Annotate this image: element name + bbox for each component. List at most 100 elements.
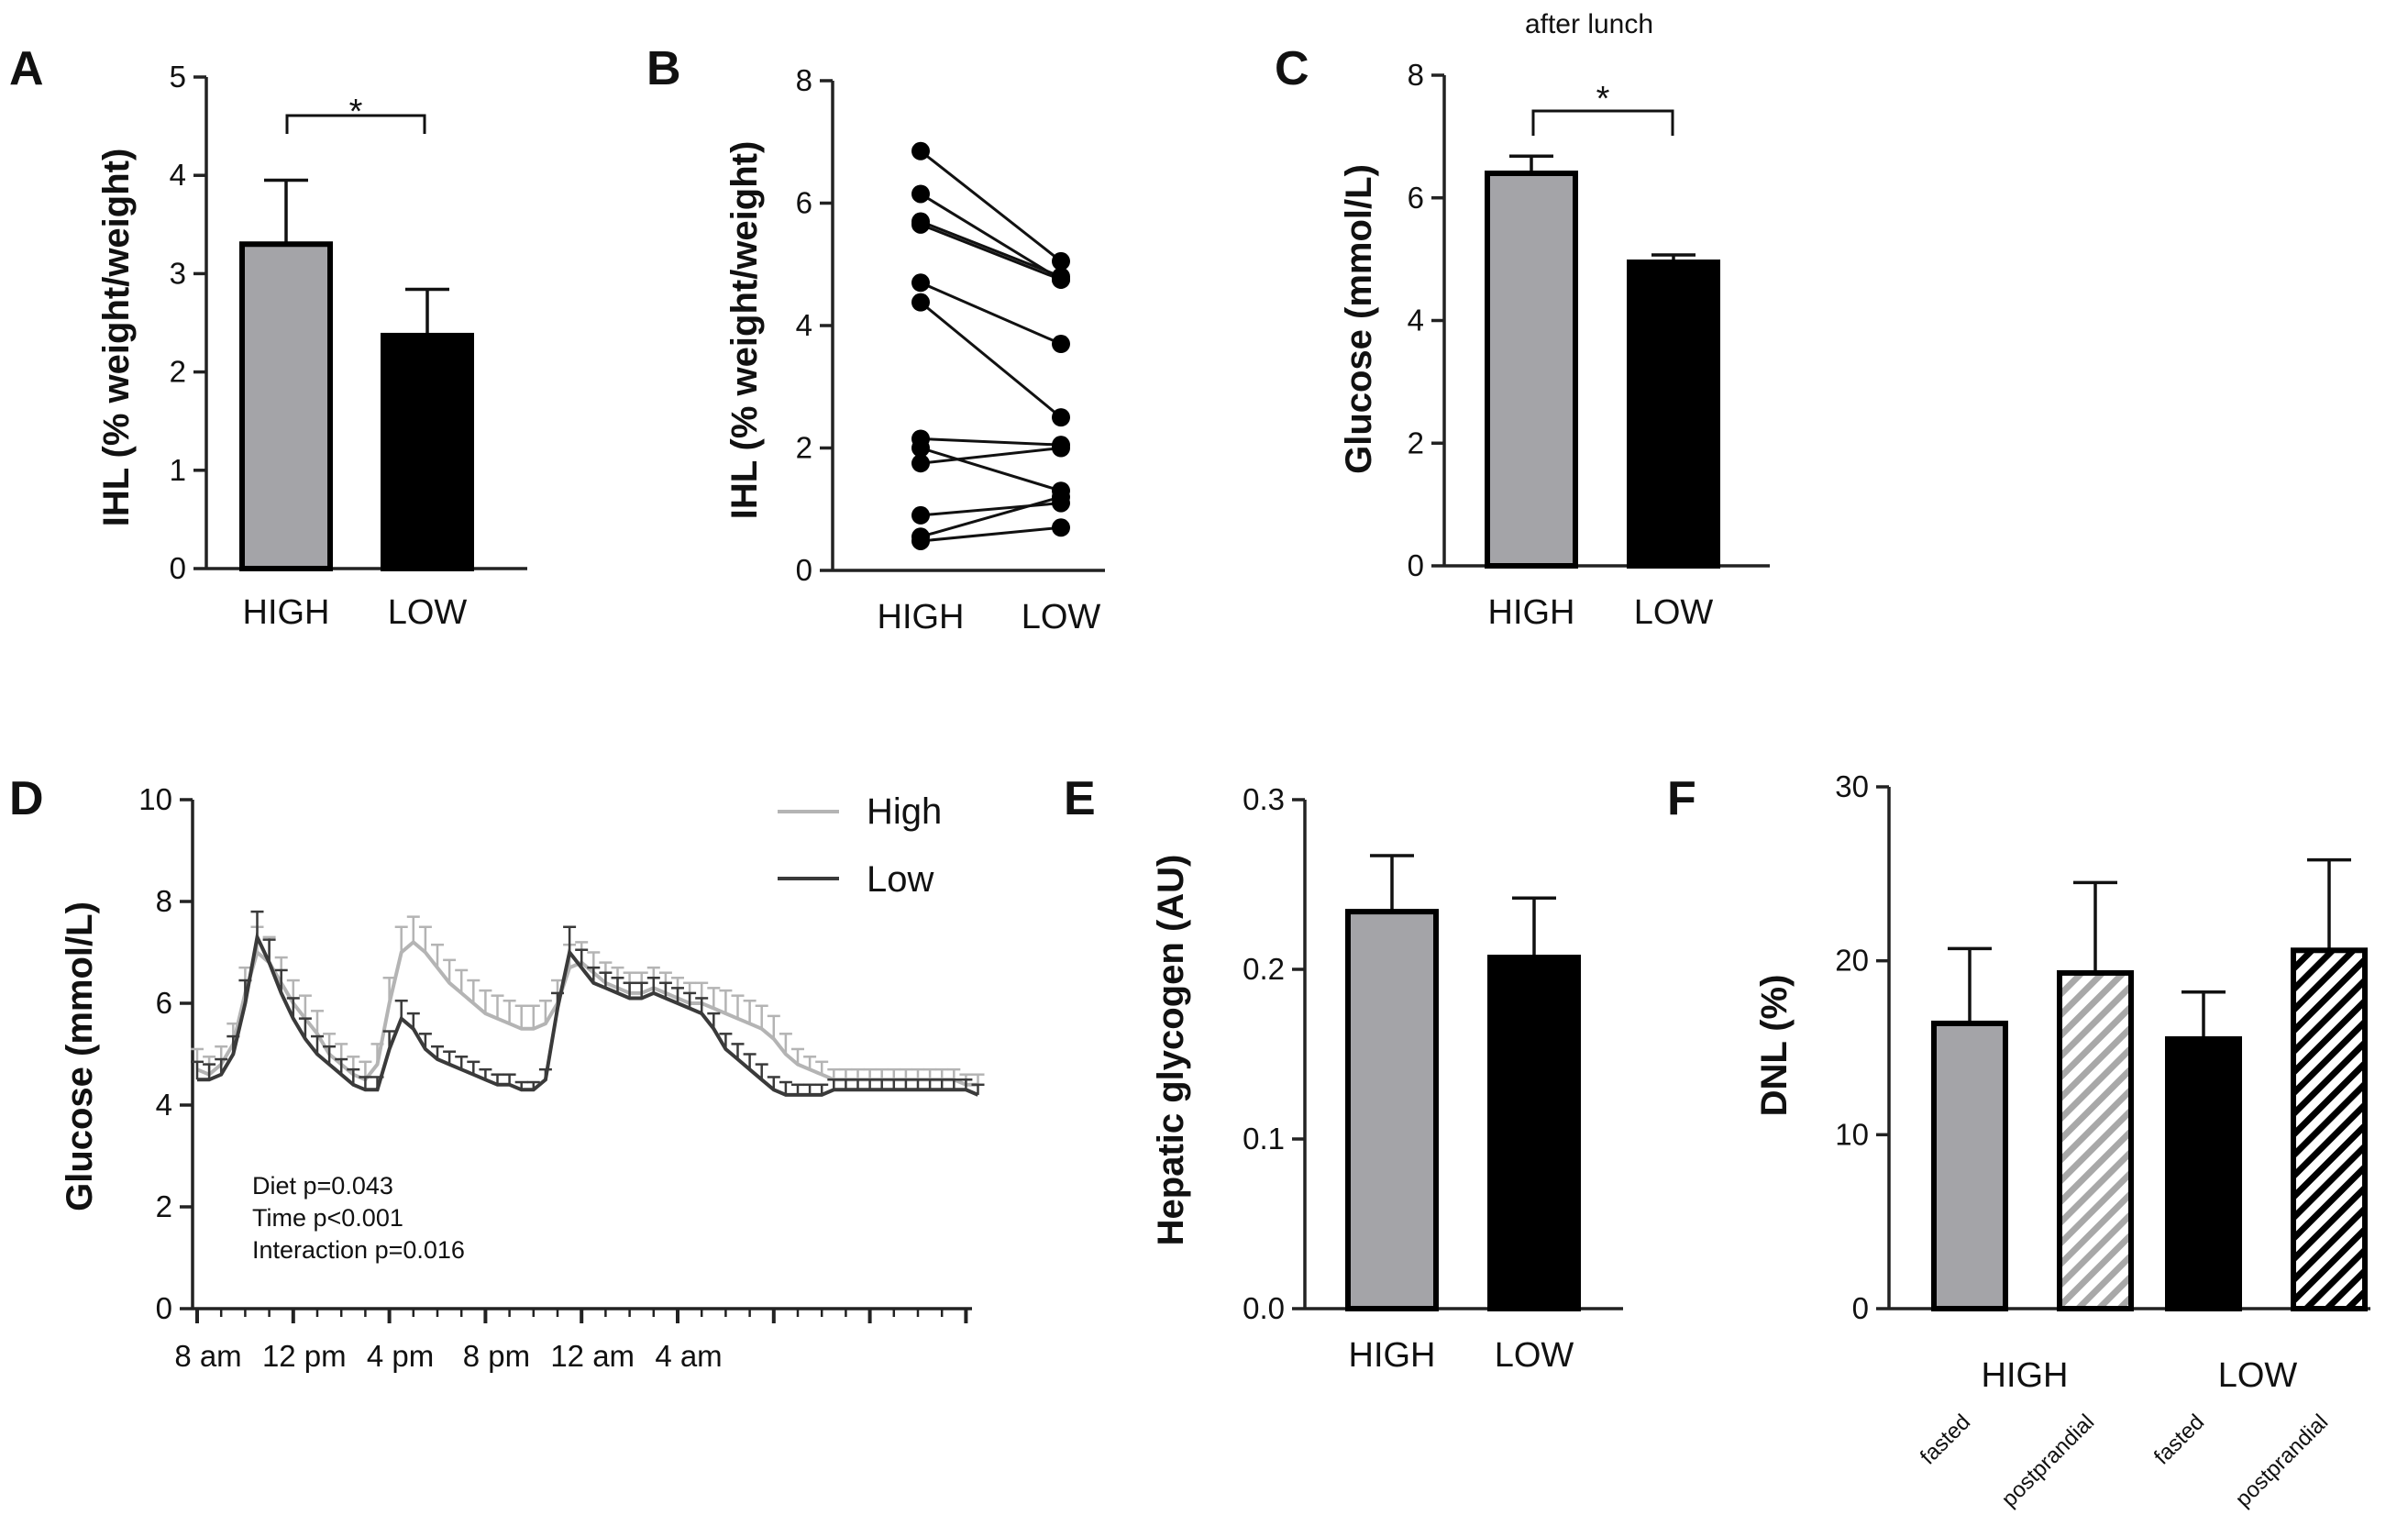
paired-line <box>920 447 1062 465</box>
y-tick-label: 6 <box>1408 181 1424 215</box>
y-tick-label: 8 <box>156 884 172 918</box>
y-tick-label: 0 <box>156 1291 172 1325</box>
paired-line <box>920 301 1062 419</box>
panel-f: F DNL (%) 0 10 20 30 HIGH LOW fasted postpr… <box>1667 769 2370 1512</box>
subcategory-label: fasted <box>2149 1410 2209 1469</box>
panel-c: C after lunch Glucose (mmol/L) 0 2 4 6 8 HIG… <box>1275 9 1770 632</box>
y-tick-label: 3 <box>170 256 186 290</box>
panel-e: E Hepatic glycogen (AU) 0.0 0.1 0.2 0.3 HIG… <box>1064 772 1623 1375</box>
bar <box>1485 171 1578 569</box>
series-line-low <box>197 931 979 1097</box>
bar <box>1345 909 1439 1311</box>
x-tick-label: 4 pm <box>367 1339 434 1373</box>
y-tick-label: 4 <box>1408 304 1424 337</box>
x-category-label: HIGH <box>243 593 330 632</box>
y-tick-label: 2 <box>796 431 812 465</box>
y-tick-label: 8 <box>796 63 812 97</box>
panel-label-f: F <box>1667 772 1696 825</box>
y-tick-label: 5 <box>170 60 186 94</box>
legend-label: Low <box>867 859 933 900</box>
bar <box>2057 969 2134 1312</box>
y-tick-label: 0.0 <box>1243 1291 1285 1325</box>
stat-annotation: Time p<0.001 <box>252 1204 403 1232</box>
bar <box>1627 259 1720 569</box>
y-tick-label: 4 <box>156 1088 172 1122</box>
y-axis-label: Glucose (mmol/L) <box>1339 164 1379 474</box>
y-tick-label: 10 <box>1835 1117 1869 1151</box>
legend-label: High <box>867 791 942 832</box>
data-point <box>911 505 930 525</box>
x-tick-label: 8 am <box>174 1339 241 1373</box>
y-tick-label: 8 <box>1408 58 1424 92</box>
x-category-label: LOW <box>1022 598 1101 636</box>
y-tick-label: 20 <box>1835 944 1869 978</box>
panel-label-a: A <box>9 42 44 95</box>
bar <box>1931 1020 2008 1311</box>
y-tick-label: 0 <box>1408 548 1424 582</box>
y-axis-label: DNL (%) <box>1754 975 1795 1117</box>
data-point <box>911 184 930 204</box>
y-axis-label: Hepatic glycogen (AU) <box>1151 855 1191 1246</box>
panel-label-d: D <box>9 772 44 825</box>
x-category-label: LOW <box>1634 593 1714 632</box>
panel-d: D Glucose (mmol/L) 0 2 4 6 8 10 8 am 12 pm 4 pm 8… <box>9 772 985 1373</box>
y-tick-label: 0.1 <box>1243 1122 1285 1156</box>
y-tick-label: 2 <box>170 355 186 389</box>
y-tick-label: 4 <box>796 308 812 342</box>
panel-label-c: C <box>1275 42 1309 95</box>
paired-line <box>920 437 1062 447</box>
x-category-label: LOW <box>388 593 468 632</box>
data-point <box>1052 251 1070 271</box>
y-tick-label: 0 <box>170 551 186 585</box>
panel-label-b: B <box>646 42 681 95</box>
series-line-high <box>196 939 978 1087</box>
data-point <box>1052 270 1070 289</box>
paired-line <box>920 281 1062 346</box>
significance-marker: * <box>349 93 363 131</box>
data-point <box>911 215 930 234</box>
y-tick-label: 10 <box>138 782 172 816</box>
paired-line <box>920 495 1062 538</box>
paired-line <box>920 220 1062 278</box>
x-tick-label: 8 pm <box>463 1339 530 1373</box>
y-tick-label: 1 <box>170 453 186 487</box>
paired-line <box>920 149 1062 263</box>
data-point <box>911 293 930 312</box>
y-tick-label: 0.3 <box>1243 782 1285 816</box>
group-label: LOW <box>2218 1356 2298 1395</box>
chart-title: after lunch <box>1525 9 1653 39</box>
data-point <box>911 454 930 473</box>
bar <box>2165 1036 2242 1312</box>
stat-annotation: Interaction p=0.016 <box>252 1236 465 1264</box>
y-tick-label: 6 <box>796 186 812 220</box>
y-axis-label: Glucose (mmol/L) <box>60 901 100 1211</box>
y-axis-label: IHL (% weight/weight) <box>96 149 137 527</box>
subcategory-label: fasted <box>1916 1410 1975 1469</box>
x-category-label: LOW <box>1495 1336 1574 1375</box>
y-tick-label: 0.2 <box>1243 952 1285 986</box>
legend: High Low <box>778 791 942 900</box>
paired-line <box>920 223 1062 282</box>
data-point <box>911 141 930 160</box>
x-category-label: HIGH <box>1488 593 1575 632</box>
subcategory-label: postprandial <box>2231 1410 2334 1512</box>
bar <box>239 241 333 571</box>
subcategory-label: postprandial <box>1997 1410 2100 1512</box>
bar <box>1487 955 1581 1312</box>
x-category-label: HIGH <box>1349 1336 1436 1375</box>
y-axis-label: IHL (% weight/weight) <box>724 141 765 520</box>
x-tick-label: 12 pm <box>262 1339 347 1373</box>
y-tick-label: 6 <box>156 986 172 1020</box>
data-point <box>1052 518 1070 537</box>
data-point <box>1052 487 1070 506</box>
paired-line <box>920 502 1062 517</box>
y-tick-label: 2 <box>156 1189 172 1223</box>
data-point <box>1052 438 1070 458</box>
paired-line <box>920 525 1062 543</box>
bar <box>381 332 474 571</box>
bar <box>2291 947 2368 1311</box>
paired-line <box>920 447 1062 492</box>
panel-b: B IHL (% weight/weight) 0 2 4 6 8 HIGH LOW <box>646 42 1105 636</box>
